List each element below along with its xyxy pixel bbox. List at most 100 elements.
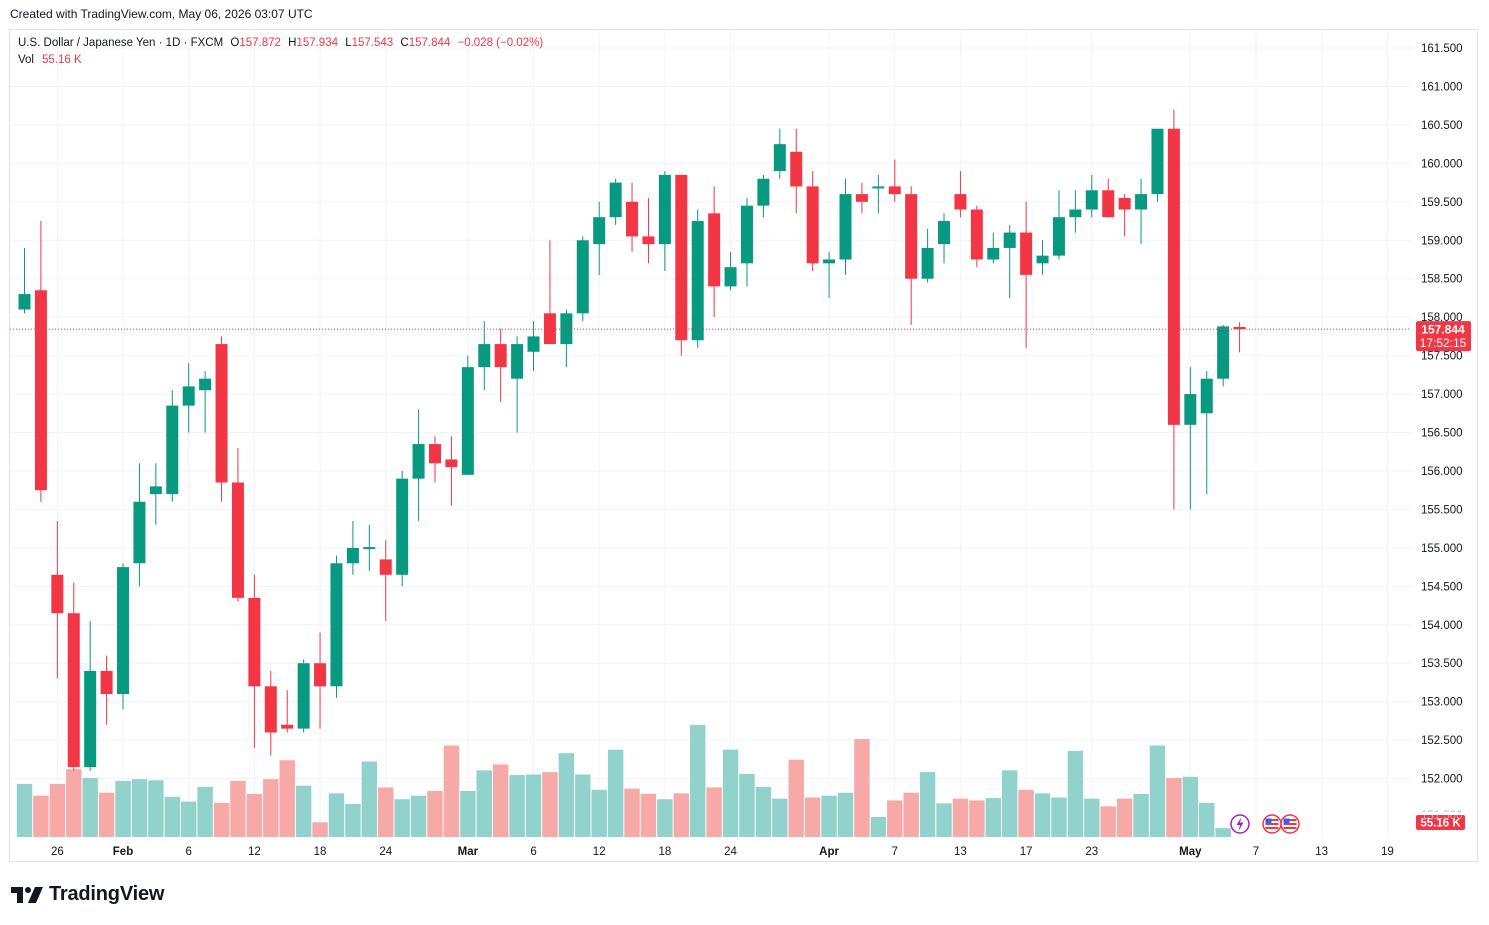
volume-bar [919, 772, 936, 837]
volume-bar [673, 793, 690, 837]
volume-bar [394, 799, 410, 837]
volume-bar [821, 795, 837, 837]
candle-body [461, 367, 474, 475]
candle-body [1135, 194, 1148, 210]
x-axis-tick-label: 18 [658, 846, 671, 858]
volume-bar [1051, 797, 1067, 837]
volume-bar [640, 793, 657, 837]
candle-body [494, 344, 507, 368]
volume-legend-line: Vol 55.16 K [18, 52, 543, 69]
last-price-badge [1416, 321, 1471, 352]
x-axis-tick-label: May [1179, 846, 1202, 858]
ohlc-legend-line: U.S. Dollar / Japanese Yen · 1D · FXCM O… [18, 35, 543, 52]
volume-bar [1001, 770, 1018, 837]
candle-body [1069, 209, 1082, 218]
symbol-title[interactable]: U.S. Dollar / Japanese Yen · 1D · FXCM [18, 37, 224, 49]
candle-body [1184, 394, 1197, 425]
x-axis-tick-label: 24 [724, 846, 737, 858]
volume-bar [148, 780, 164, 837]
volume-bar [1018, 789, 1034, 837]
y-axis-tick-label: 152.000 [1421, 774, 1463, 786]
y-axis-tick-label: 154.500 [1421, 581, 1463, 593]
flag-stripe [1283, 819, 1297, 821]
volume-bar [1149, 745, 1166, 837]
candle-body [1036, 255, 1049, 264]
volume-bar [164, 796, 180, 837]
candle-body [757, 178, 770, 206]
volume-bar [936, 803, 952, 837]
candle-body [691, 221, 704, 341]
candle-body [1003, 232, 1016, 248]
volume-bar [1067, 750, 1084, 837]
volume-bar [263, 779, 279, 837]
volume-bar [1034, 793, 1051, 837]
volume-bar [755, 786, 772, 837]
volume-bar [328, 793, 345, 837]
volume-bar [969, 800, 985, 837]
volume-bar [410, 795, 427, 837]
y-axis-tick-label: 159.500 [1421, 197, 1463, 209]
volume-bar [952, 798, 969, 837]
volume-bar [279, 760, 295, 837]
volume-bar [66, 769, 82, 837]
candle-body [543, 313, 556, 345]
x-axis-tick-label: Apr [819, 846, 839, 858]
candle-body [215, 344, 228, 483]
x-axis-tick-label: 17 [1020, 846, 1033, 858]
candle-body [527, 336, 540, 352]
open-value: 157.872 [239, 37, 281, 49]
volume-bar [476, 770, 492, 837]
candle-body [1052, 217, 1065, 256]
y-axis-tick-label: 153.000 [1421, 697, 1463, 709]
volume-bar [887, 800, 903, 837]
candle-body [576, 240, 589, 314]
volume-bar [1133, 793, 1149, 837]
candle-body [67, 613, 80, 768]
volume-bar [558, 753, 575, 837]
candle-body [708, 213, 721, 287]
volume-badge [1416, 815, 1465, 830]
candle-body [642, 236, 655, 245]
volume-bar [985, 798, 1001, 837]
candle-body [330, 563, 343, 687]
volume-bar [1116, 798, 1133, 837]
x-axis-tick-label: 13 [1315, 846, 1328, 858]
volume-bar [378, 787, 394, 837]
high-label: H [288, 37, 297, 49]
tradingview-logo[interactable]: TradingView [11, 883, 164, 906]
candle-body [1233, 327, 1246, 330]
x-axis-tick-label: 7 [892, 846, 898, 858]
flag-canton [1283, 818, 1290, 824]
candle-body [593, 217, 606, 245]
candle-body [609, 182, 622, 218]
y-axis-tick-label: 160.000 [1421, 158, 1463, 170]
candle-body [363, 547, 376, 550]
y-axis-tick-label: 158.500 [1421, 274, 1463, 286]
volume-bar [246, 793, 263, 837]
y-axis-tick-label: 156.000 [1421, 466, 1463, 478]
volume-bar [772, 798, 788, 837]
candle-body [182, 386, 195, 406]
candle-body [872, 186, 885, 189]
volume-value: 55.16 K [42, 54, 82, 66]
volume-bar [1084, 798, 1100, 837]
volume-label[interactable]: Vol [18, 54, 34, 66]
volume-bar [49, 783, 66, 837]
candle-body [970, 209, 983, 260]
candle-body [740, 205, 753, 264]
volume-bar [837, 792, 854, 837]
volume-bar [443, 745, 460, 837]
y-axis-tick-label: 157.000 [1421, 389, 1463, 401]
high-value: 157.934 [296, 37, 338, 49]
candle-body [658, 174, 671, 245]
volume-bar [180, 801, 197, 837]
last-price-text: 157.844 [1421, 323, 1465, 337]
flag-stripe [1283, 827, 1297, 829]
volume-bar [460, 790, 476, 837]
candle-body [1085, 190, 1098, 210]
candle-body [560, 313, 573, 345]
volume-bar [131, 779, 148, 837]
x-axis-tick-label: 7 [1253, 846, 1259, 858]
x-axis-tick-label: 26 [51, 846, 64, 858]
